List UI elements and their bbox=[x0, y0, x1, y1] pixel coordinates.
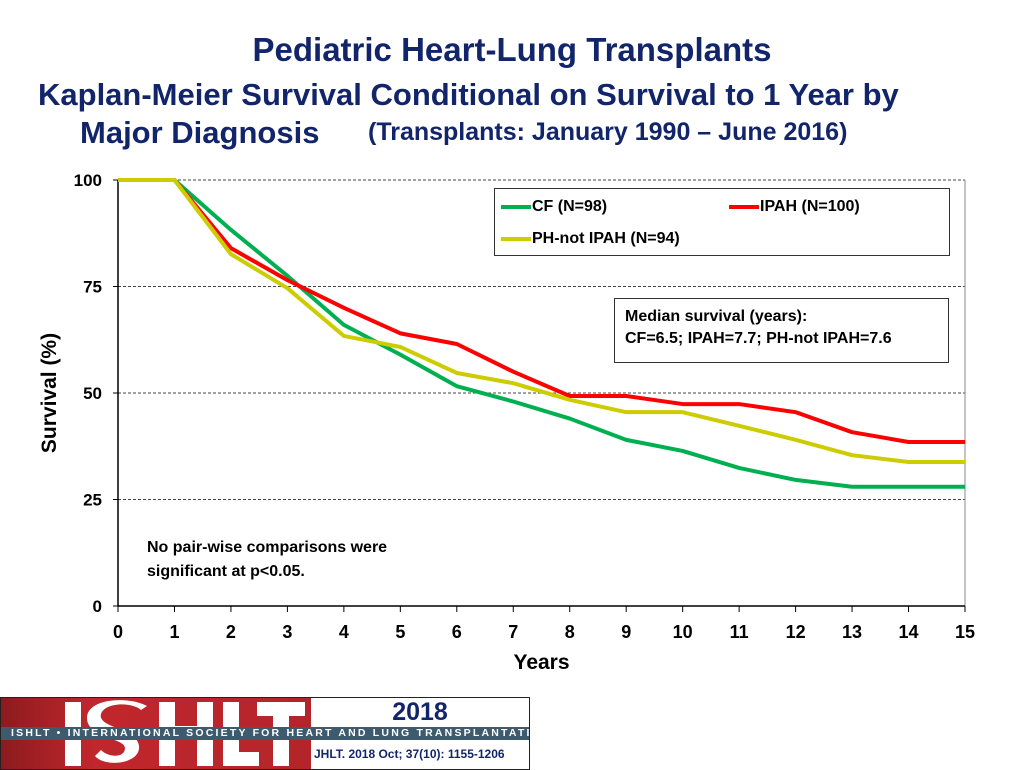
tick-label-x: 7 bbox=[508, 622, 518, 642]
title-subtitle: (Transplants: January 1990 – June 2016) bbox=[368, 118, 848, 146]
tick-label-x: 14 bbox=[899, 622, 919, 642]
legend-swatch-ipah bbox=[729, 205, 759, 209]
legend-ph: PH-not IPAH (N=94) bbox=[532, 230, 680, 247]
legend-cf: CF (N=98) bbox=[532, 198, 608, 215]
median-survival-box: Median survival (years): CF=6.5; IPAH=7.… bbox=[614, 298, 949, 363]
tick-label-x: 5 bbox=[395, 622, 405, 642]
y-axis-label: Survival (%) bbox=[38, 333, 61, 453]
tick-label-y: 0 bbox=[93, 597, 102, 616]
tick-label-x: 6 bbox=[452, 622, 462, 642]
legend-swatch-cf bbox=[501, 205, 531, 209]
tick-label-x: 15 bbox=[955, 622, 975, 642]
tick-label-x: 8 bbox=[565, 622, 575, 642]
tick-label-x: 4 bbox=[339, 622, 349, 642]
note-line1: No pair-wise comparisons were bbox=[147, 539, 388, 556]
footer-year: 2018 bbox=[392, 698, 448, 726]
title-line3: Major Diagnosis bbox=[80, 115, 320, 150]
x-axis-label: Years bbox=[513, 651, 569, 674]
legend-ipah: IPAH (N=100) bbox=[760, 198, 860, 215]
footer-citation: JHLT. 2018 Oct; 37(10): 1155-1206 bbox=[314, 747, 505, 761]
title-line1: Pediatric Heart-Lung Transplants bbox=[252, 31, 772, 68]
series-line-0 bbox=[118, 178, 965, 489]
tick-label-x: 0 bbox=[113, 622, 123, 642]
footer-society-band: ISHLT • INTERNATIONAL SOCIETY FOR HEART … bbox=[1, 727, 529, 740]
tick-label-x: 1 bbox=[169, 622, 179, 642]
tick-label-y: 75 bbox=[83, 278, 102, 297]
legend-swatch-ph bbox=[501, 237, 531, 241]
tick-label-x: 11 bbox=[730, 622, 749, 642]
tick-label-x: 2 bbox=[226, 622, 236, 642]
series-line-2 bbox=[118, 178, 965, 465]
legend: CF (N=98) IPAH (N=100) PH-not IPAH (N=94… bbox=[494, 188, 950, 256]
tick-label-y: 25 bbox=[83, 491, 102, 510]
tick-label-x: 10 bbox=[673, 622, 693, 642]
note-line2: significant at p<0.05. bbox=[147, 563, 305, 580]
tick-label-x: 9 bbox=[621, 622, 631, 642]
tick-label-x: 3 bbox=[282, 622, 292, 642]
tick-label-x: 12 bbox=[786, 622, 806, 642]
tick-label-y: 100 bbox=[74, 171, 102, 190]
series-line-1 bbox=[118, 178, 965, 444]
footer-banner: 2018 ISHLT • INTERNATIONAL SOCIETY FOR H… bbox=[0, 697, 530, 770]
median-values: CF=6.5; IPAH=7.7; PH-not IPAH=7.6 bbox=[625, 330, 892, 347]
tick-label-y: 50 bbox=[83, 384, 102, 403]
title-line2: Kaplan-Meier Survival Conditional on Sur… bbox=[38, 77, 899, 112]
median-title: Median survival (years): bbox=[625, 308, 808, 325]
tick-label-x: 13 bbox=[842, 622, 862, 642]
